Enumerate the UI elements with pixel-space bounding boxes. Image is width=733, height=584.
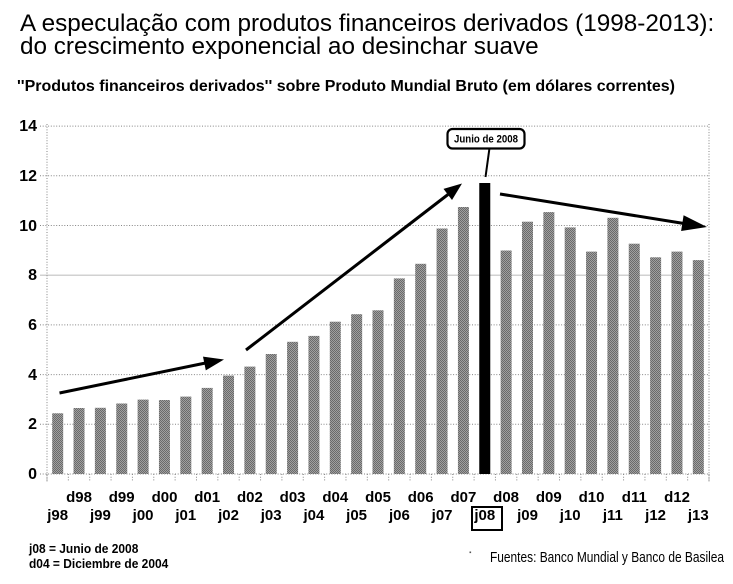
svg-text:Junio de 2008: Junio de 2008 bbox=[454, 134, 518, 146]
